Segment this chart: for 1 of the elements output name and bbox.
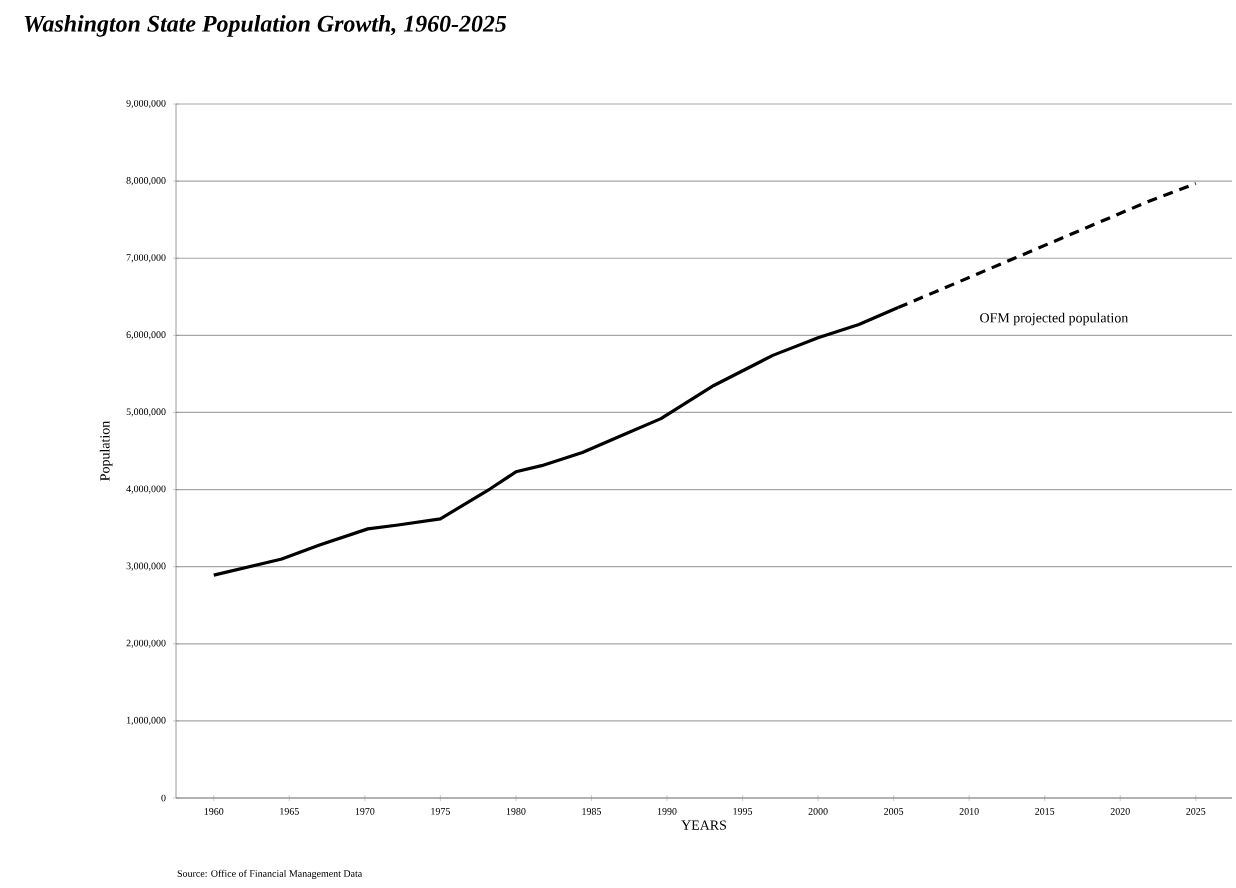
- chart-title: Washington State Population Growth, 1960-2025: [24, 15, 507, 37]
